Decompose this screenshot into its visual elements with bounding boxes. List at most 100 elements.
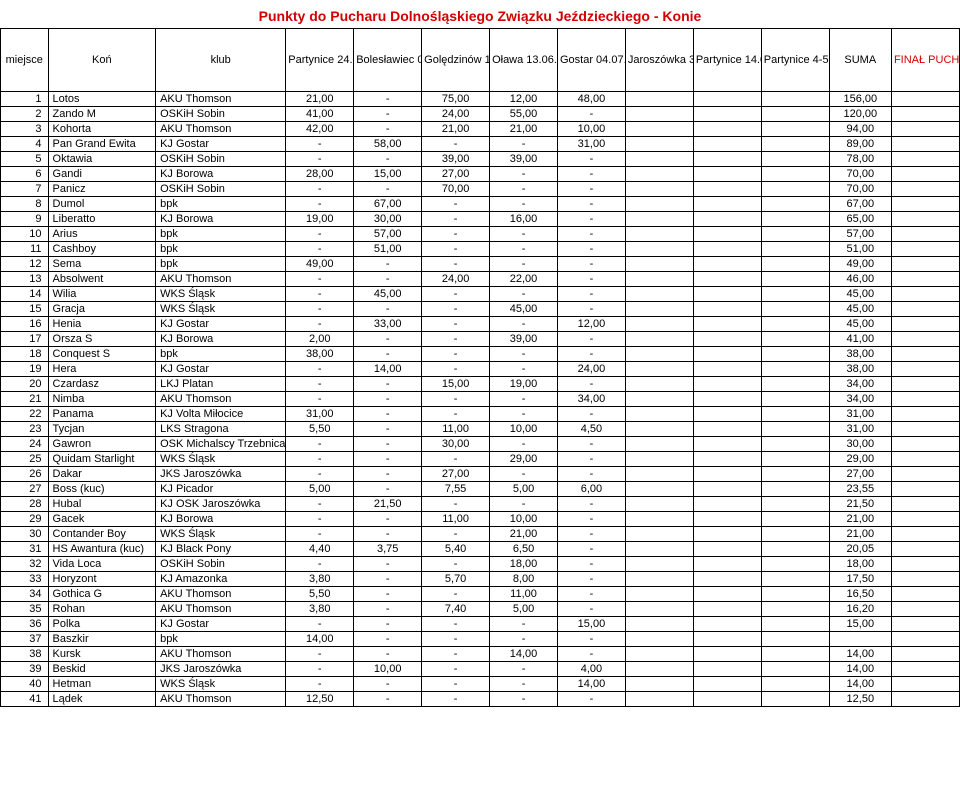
cell-value (761, 677, 829, 692)
cell-value (761, 467, 829, 482)
cell-value: 31,00 (286, 407, 354, 422)
table-row: 3KohortaAKU Thomson42,00-21,0021,0010,00… (1, 122, 960, 137)
cell-final (891, 497, 959, 512)
page-title: Punkty do Pucharu Dolnośląskiego Związku… (0, 0, 960, 28)
cell-value: - (286, 647, 354, 662)
cell-value (761, 452, 829, 467)
cell-value (625, 497, 693, 512)
cell-suma: 23,55 (829, 482, 891, 497)
cell-value (761, 422, 829, 437)
cell-kon: Cashboy (48, 242, 156, 257)
cell-value: - (422, 632, 490, 647)
cell-value: - (422, 497, 490, 512)
cell-value: 3,80 (286, 572, 354, 587)
cell-value: - (422, 332, 490, 347)
cell-suma: 18,00 (829, 557, 891, 572)
cell-value: 11,00 (422, 512, 490, 527)
cell-value (761, 227, 829, 242)
cell-suma: 38,00 (829, 362, 891, 377)
cell-value: - (354, 467, 422, 482)
table-row: 36PolkaKJ Gostar----15,0015,00 (1, 617, 960, 632)
cell-value (693, 632, 761, 647)
cell-miejsce: 14 (1, 287, 49, 302)
cell-kon: Liberatto (48, 212, 156, 227)
cell-value: - (557, 647, 625, 662)
cell-miejsce: 36 (1, 617, 49, 632)
cell-miejsce: 13 (1, 272, 49, 287)
cell-kon: Hetman (48, 677, 156, 692)
cell-value: - (490, 182, 558, 197)
table-body: 1LotosAKU Thomson21,00-75,0012,0048,0015… (1, 92, 960, 707)
header-miejsce: miejsce (1, 29, 49, 92)
cell-final (891, 632, 959, 647)
cell-value: 7,55 (422, 482, 490, 497)
cell-suma: 31,00 (829, 422, 891, 437)
cell-suma: 89,00 (829, 137, 891, 152)
cell-final (891, 227, 959, 242)
cell-suma: 51,00 (829, 242, 891, 257)
cell-value: - (286, 272, 354, 287)
cell-value: 39,00 (490, 152, 558, 167)
cell-value: - (354, 692, 422, 707)
cell-value: - (557, 332, 625, 347)
cell-value: - (422, 527, 490, 542)
cell-kon: Hera (48, 362, 156, 377)
cell-value: 12,00 (490, 92, 558, 107)
table-row: 6GandiKJ Borowa28,0015,0027,00--70,00 (1, 167, 960, 182)
cell-value: 4,40 (286, 542, 354, 557)
cell-kon: Oktawia (48, 152, 156, 167)
cell-miejsce: 27 (1, 482, 49, 497)
cell-value: - (557, 437, 625, 452)
cell-value (625, 362, 693, 377)
table-row: 21NimbaAKU Thomson----34,0034,00 (1, 392, 960, 407)
cell-value: - (557, 602, 625, 617)
cell-value: - (557, 302, 625, 317)
cell-miejsce: 41 (1, 692, 49, 707)
cell-suma: 41,00 (829, 332, 891, 347)
cell-value (693, 242, 761, 257)
cell-value: - (286, 227, 354, 242)
cell-kon: Baszkir (48, 632, 156, 647)
cell-miejsce: 25 (1, 452, 49, 467)
cell-value: - (354, 677, 422, 692)
cell-suma: 34,00 (829, 377, 891, 392)
cell-value (625, 482, 693, 497)
cell-value: 30,00 (422, 437, 490, 452)
cell-suma: 120,00 (829, 107, 891, 122)
cell-klub: AKU Thomson (156, 602, 286, 617)
cell-value: 21,00 (286, 92, 354, 107)
cell-value: - (354, 332, 422, 347)
cell-final (891, 527, 959, 542)
cell-suma: 49,00 (829, 257, 891, 272)
cell-value: - (557, 272, 625, 287)
cell-value: - (286, 302, 354, 317)
cell-value: - (557, 587, 625, 602)
cell-value (693, 617, 761, 632)
cell-final (891, 182, 959, 197)
cell-value: 45,00 (354, 287, 422, 302)
cell-klub: bpk (156, 257, 286, 272)
cell-final (891, 602, 959, 617)
cell-value: 12,00 (557, 317, 625, 332)
cell-miejsce: 15 (1, 302, 49, 317)
cell-value (761, 482, 829, 497)
cell-suma: 17,50 (829, 572, 891, 587)
cell-suma: 12,50 (829, 692, 891, 707)
cell-miejsce: 8 (1, 197, 49, 212)
cell-klub: KJ Volta Miłocice (156, 407, 286, 422)
cell-klub: KJ Gostar (156, 317, 286, 332)
cell-miejsce: 9 (1, 212, 49, 227)
cell-value: - (354, 482, 422, 497)
cell-value: 75,00 (422, 92, 490, 107)
cell-suma: 45,00 (829, 302, 891, 317)
cell-value: - (422, 212, 490, 227)
cell-value: 16,00 (490, 212, 558, 227)
cell-value: - (354, 512, 422, 527)
cell-value (625, 632, 693, 647)
cell-value (625, 662, 693, 677)
cell-kon: Kohorta (48, 122, 156, 137)
cell-value (761, 122, 829, 137)
cell-value: - (354, 617, 422, 632)
cell-value: - (557, 377, 625, 392)
cell-kon: Pan Grand Ewita (48, 137, 156, 152)
